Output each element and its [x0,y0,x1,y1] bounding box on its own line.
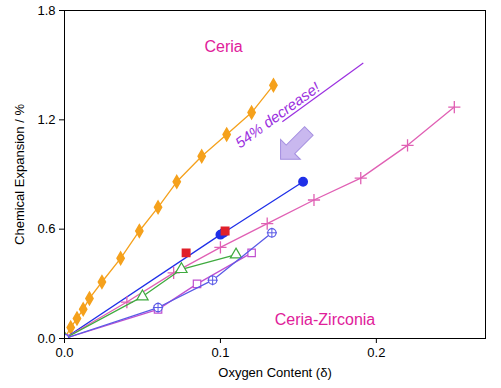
svg-text:0.6: 0.6 [37,221,55,236]
svg-text:Oxygen Content (δ): Oxygen Content (δ) [218,365,331,380]
svg-text:0.2: 0.2 [367,345,385,360]
svg-text:0.1: 0.1 [211,345,229,360]
svg-text:Chemical Expansion / %: Chemical Expansion / % [12,104,27,245]
svg-text:Ceria-Zirconia: Ceria-Zirconia [275,311,376,328]
svg-text:54% decrease!: 54% decrease! [232,78,324,151]
svg-text:Ceria: Ceria [205,38,243,55]
svg-text:0.0: 0.0 [55,345,73,360]
svg-text:1.2: 1.2 [37,112,55,127]
svg-text:1.8: 1.8 [37,3,55,18]
svg-text:0.0: 0.0 [37,331,55,346]
